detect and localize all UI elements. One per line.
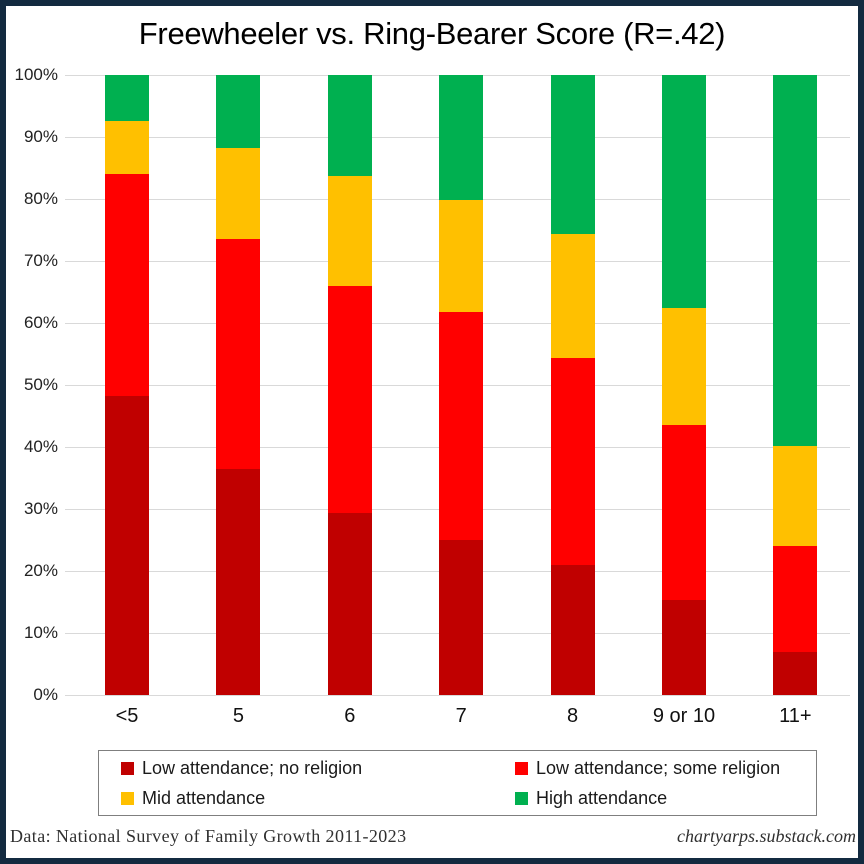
stacked-bar [550,75,595,695]
legend-item: High attendance [515,788,816,809]
stacked-bar [773,75,818,695]
stacked-bar [662,75,706,695]
gridline-100 [65,74,850,76]
y-axis-tick-label: 60% [23,313,58,332]
bar-segment [327,285,372,513]
legend-swatch-icon [515,761,528,775]
x-axis-tick-label: 5 [232,705,244,727]
x-axis-tick-label: 6 [344,705,356,727]
legend-item: Low attendance; some religion [515,758,816,779]
y-axis-tick-label: 0% [33,685,58,704]
bar-segment [216,239,261,470]
bar-segment [662,308,706,425]
bar-segment [662,599,706,695]
legend: Low attendance; no religion Low attendanc… [98,750,817,816]
bar-segment [327,512,372,695]
footer: Data: National Survey of Family Growth 2… [0,822,864,858]
x-axis-tick-label: 9 or 10 [652,705,716,727]
bar-segment [773,445,818,546]
bar-segment [550,358,595,566]
x-axis-tick-label: 11+ [779,705,812,727]
bar-segment [773,75,818,446]
y-axis-tick-label: 20% [23,561,58,580]
bar-segment [105,396,149,695]
bar-segment [439,540,484,695]
bar-segment [327,176,372,286]
y-axis-tick-label: 30% [23,499,58,518]
bar-segment [773,651,818,695]
bar-segment [773,545,818,652]
y-axis-tick-label: 90% [23,127,58,146]
bar-segment [105,75,149,121]
bar-segment [662,75,706,309]
x-axis-tick-label: <5 [115,705,139,727]
stacked-bar [439,75,484,695]
bar-segment [439,312,484,540]
legend-swatch-icon [515,791,528,805]
site-credit: chartyarps.substack.com [677,826,856,846]
legend-label: Low attendance; no religion [142,757,363,778]
x-axis-tick-label: 8 [567,705,579,727]
x-axis-tick-label: 7 [455,705,467,727]
stacked-bar [216,75,261,695]
chart-title: Freewheeler vs. Ring-Bearer Score (R=.42… [138,16,726,51]
y-axis-tick-label: 40% [23,437,58,456]
stacked-bar [327,75,372,695]
bar-segment [105,120,149,175]
legend-item: Mid attendance [121,788,515,809]
stacked-bar [105,75,149,695]
y-axis-tick-label: 80% [23,189,58,208]
bar-segment [216,75,261,149]
gridline-0 [65,694,850,696]
bar-segment [327,75,372,177]
bar-segment [216,469,261,695]
bar-segment [439,75,484,201]
bar-segment [105,174,149,397]
legend-swatch-icon [121,791,134,805]
legend-label: Mid attendance [142,787,266,808]
bar-segment [550,565,595,695]
bar-segment [662,424,706,600]
bar-segment [439,200,484,313]
y-axis-tick-label: 70% [23,251,58,270]
y-axis-tick-label: 50% [23,375,58,394]
y-axis-tick-label: 10% [23,623,58,642]
legend-swatch-icon [121,761,134,775]
legend-label: High attendance [536,787,668,808]
data-source-note: Data: National Survey of Family Growth 2… [10,826,407,846]
legend-label: Low attendance; some religion [536,757,781,778]
y-axis-tick-label: 100% [14,65,58,84]
bar-segment [550,75,595,234]
bar-segment [216,148,261,240]
legend-item: Low attendance; no religion [121,758,515,779]
bar-segment [550,233,595,359]
